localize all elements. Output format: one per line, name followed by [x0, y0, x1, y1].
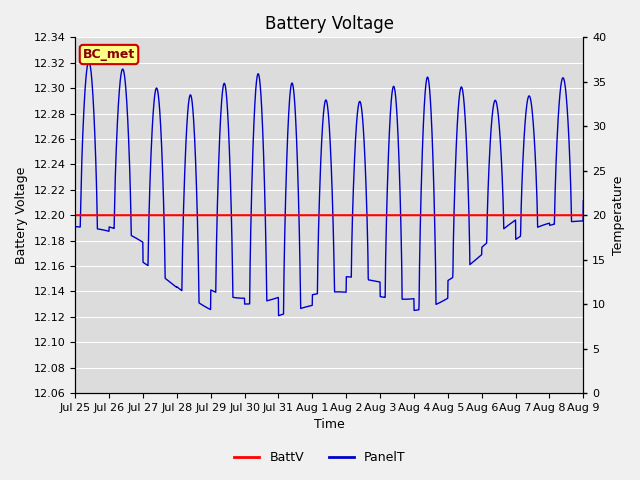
Y-axis label: Battery Voltage: Battery Voltage — [15, 167, 28, 264]
Text: BC_met: BC_met — [83, 48, 135, 61]
Y-axis label: Temperature: Temperature — [612, 176, 625, 255]
Legend: BattV, PanelT: BattV, PanelT — [229, 446, 411, 469]
X-axis label: Time: Time — [314, 419, 345, 432]
Title: Battery Voltage: Battery Voltage — [265, 15, 394, 33]
